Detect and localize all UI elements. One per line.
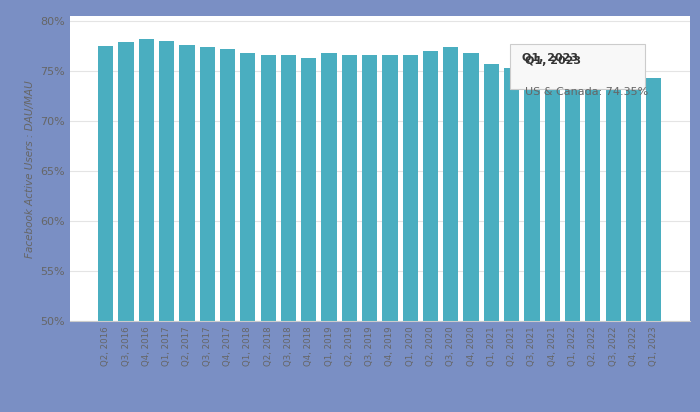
Bar	[321, 54, 337, 321]
Bar	[240, 54, 256, 321]
Bar	[301, 59, 316, 321]
Bar	[98, 47, 113, 321]
Text: US & Canada: 74.35%: US & Canada: 74.35%	[525, 87, 649, 96]
Bar	[585, 75, 601, 321]
Bar	[362, 56, 377, 321]
Text: Q1, 2023

US & Canada: 74.35%: Q1, 2023 US & Canada: 74.35%	[516, 50, 639, 83]
Bar	[646, 78, 662, 321]
Bar	[443, 47, 459, 321]
Text: Q1, 2023: Q1, 2023	[522, 53, 578, 63]
Bar	[139, 40, 154, 321]
Bar	[423, 52, 438, 321]
Bar	[545, 71, 560, 321]
Bar	[382, 56, 398, 321]
Bar	[504, 68, 519, 321]
Bar	[606, 75, 621, 321]
Bar	[281, 56, 296, 321]
Bar	[484, 64, 499, 321]
Bar	[118, 42, 134, 321]
Bar	[565, 75, 580, 321]
Y-axis label: Facebook Active Users : DAU/MAU: Facebook Active Users : DAU/MAU	[25, 80, 35, 258]
Bar	[463, 54, 479, 321]
Bar	[342, 56, 357, 321]
Bar	[626, 80, 641, 321]
Bar	[220, 49, 235, 321]
Bar	[199, 47, 215, 321]
Text: Q1, 2023: Q1, 2023	[525, 56, 581, 66]
Bar	[260, 56, 276, 321]
Bar	[524, 70, 540, 321]
Bar	[159, 42, 174, 321]
Bar	[179, 45, 195, 321]
Bar	[402, 56, 418, 321]
